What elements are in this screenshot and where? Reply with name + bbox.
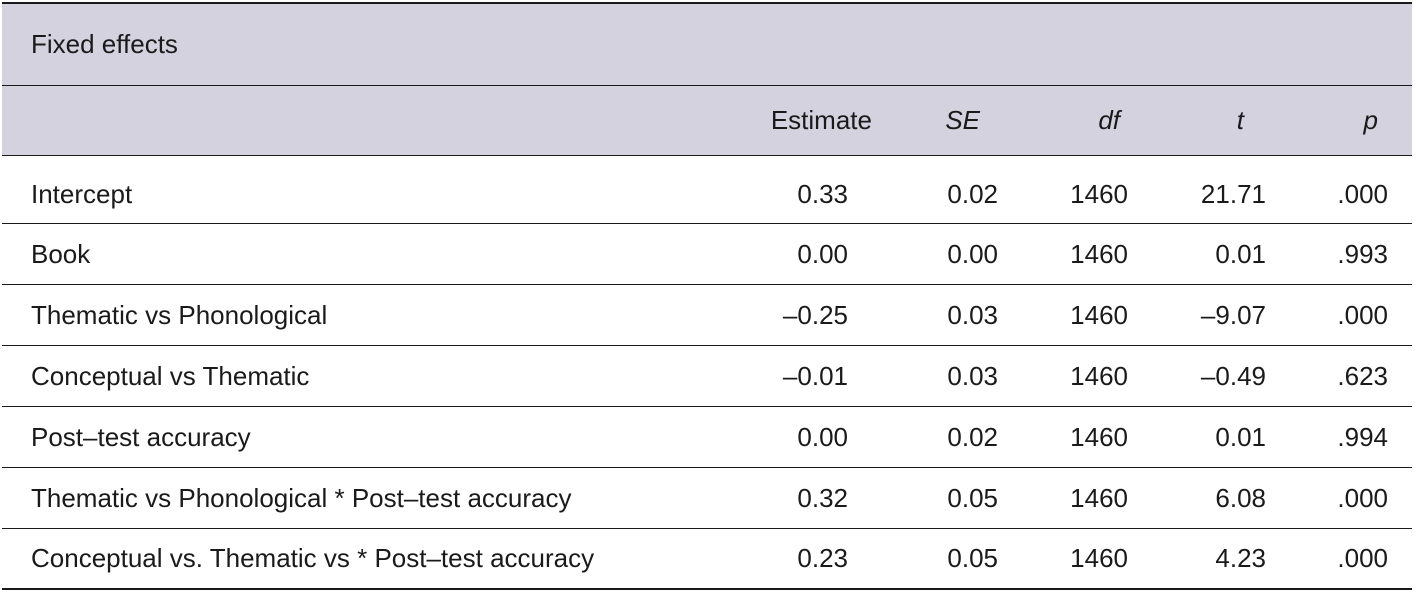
cell-p: .994 xyxy=(1337,421,1388,452)
table-row: Conceptual vs Thematic –0.01 0.03 1460 –… xyxy=(2,346,1412,407)
cell-estimate: 0.32 xyxy=(797,482,848,513)
fixed-effects-table: Fixed effects Estimate SE df t p Interce… xyxy=(2,2,1412,590)
cell-estimate: 0.33 xyxy=(797,179,848,209)
cell-p: .000 xyxy=(1337,543,1388,573)
cell-t: –0.49 xyxy=(1200,360,1266,391)
table-row: Thematic vs Phonological –0.25 0.03 1460… xyxy=(2,285,1412,346)
header-estimate: Estimate xyxy=(770,105,872,135)
header-p: p xyxy=(1363,105,1378,135)
cell-p: .000 xyxy=(1337,482,1388,513)
cell-df: 1460 xyxy=(1070,238,1128,269)
cell-estimate: 0.23 xyxy=(797,543,848,573)
cell-p: .993 xyxy=(1337,238,1388,269)
cell-se: 0.03 xyxy=(947,299,998,330)
row-label: Post–test accuracy xyxy=(31,421,251,452)
row-label: Conceptual vs Thematic xyxy=(31,360,310,391)
cell-t: 0.01 xyxy=(1215,238,1266,269)
header-spacer xyxy=(2,156,1412,166)
cell-p: .000 xyxy=(1337,299,1388,330)
cell-estimate: –0.01 xyxy=(782,360,848,391)
row-label: Thematic vs Phonological * Post–test acc… xyxy=(31,482,572,513)
cell-df: 1460 xyxy=(1070,543,1128,573)
table-row: Thematic vs Phonological * Post–test acc… xyxy=(2,468,1412,529)
row-label: Intercept xyxy=(31,179,133,209)
cell-t: 0.01 xyxy=(1215,421,1266,452)
cell-df: 1460 xyxy=(1070,482,1128,513)
table-header-row: Estimate SE df t p xyxy=(2,86,1412,156)
cell-p: .623 xyxy=(1337,360,1388,391)
table-row: Post–test accuracy 0.00 0.02 1460 0.01 .… xyxy=(2,407,1412,468)
cell-estimate: 0.00 xyxy=(797,421,848,452)
cell-estimate: 0.00 xyxy=(797,238,848,269)
header-df: df xyxy=(1098,105,1120,135)
cell-se: 0.05 xyxy=(947,482,998,513)
table-row: Book 0.00 0.00 1460 0.01 .993 xyxy=(2,224,1412,285)
table-caption: Fixed effects xyxy=(2,2,1412,86)
cell-t: 6.08 xyxy=(1215,482,1266,513)
cell-se: 0.00 xyxy=(947,238,998,269)
cell-p: .000 xyxy=(1337,179,1388,209)
cell-t: –9.07 xyxy=(1200,299,1266,330)
table-caption-text: Fixed effects xyxy=(31,29,178,59)
row-label: Book xyxy=(31,238,91,269)
cell-t: 21.71 xyxy=(1200,179,1266,209)
cell-se: 0.05 xyxy=(947,543,998,573)
cell-df: 1460 xyxy=(1070,421,1128,452)
row-label: Thematic vs Phonological xyxy=(31,299,328,330)
cell-t: 4.23 xyxy=(1215,543,1266,573)
row-label: Conceptual vs. Thematic vs * Post–test a… xyxy=(31,543,595,573)
cell-se: 0.02 xyxy=(947,421,998,452)
cell-df: 1460 xyxy=(1070,299,1128,330)
cell-df: 1460 xyxy=(1070,179,1128,209)
header-t: t xyxy=(1236,105,1244,135)
cell-estimate: –0.25 xyxy=(782,299,848,330)
cell-se: 0.03 xyxy=(947,360,998,391)
header-se: SE xyxy=(945,105,980,135)
table-row: Conceptual vs. Thematic vs * Post–test a… xyxy=(2,529,1412,590)
table-row: Intercept 0.33 0.02 1460 21.71 .000 xyxy=(2,166,1412,224)
cell-se: 0.02 xyxy=(947,179,998,209)
cell-df: 1460 xyxy=(1070,360,1128,391)
